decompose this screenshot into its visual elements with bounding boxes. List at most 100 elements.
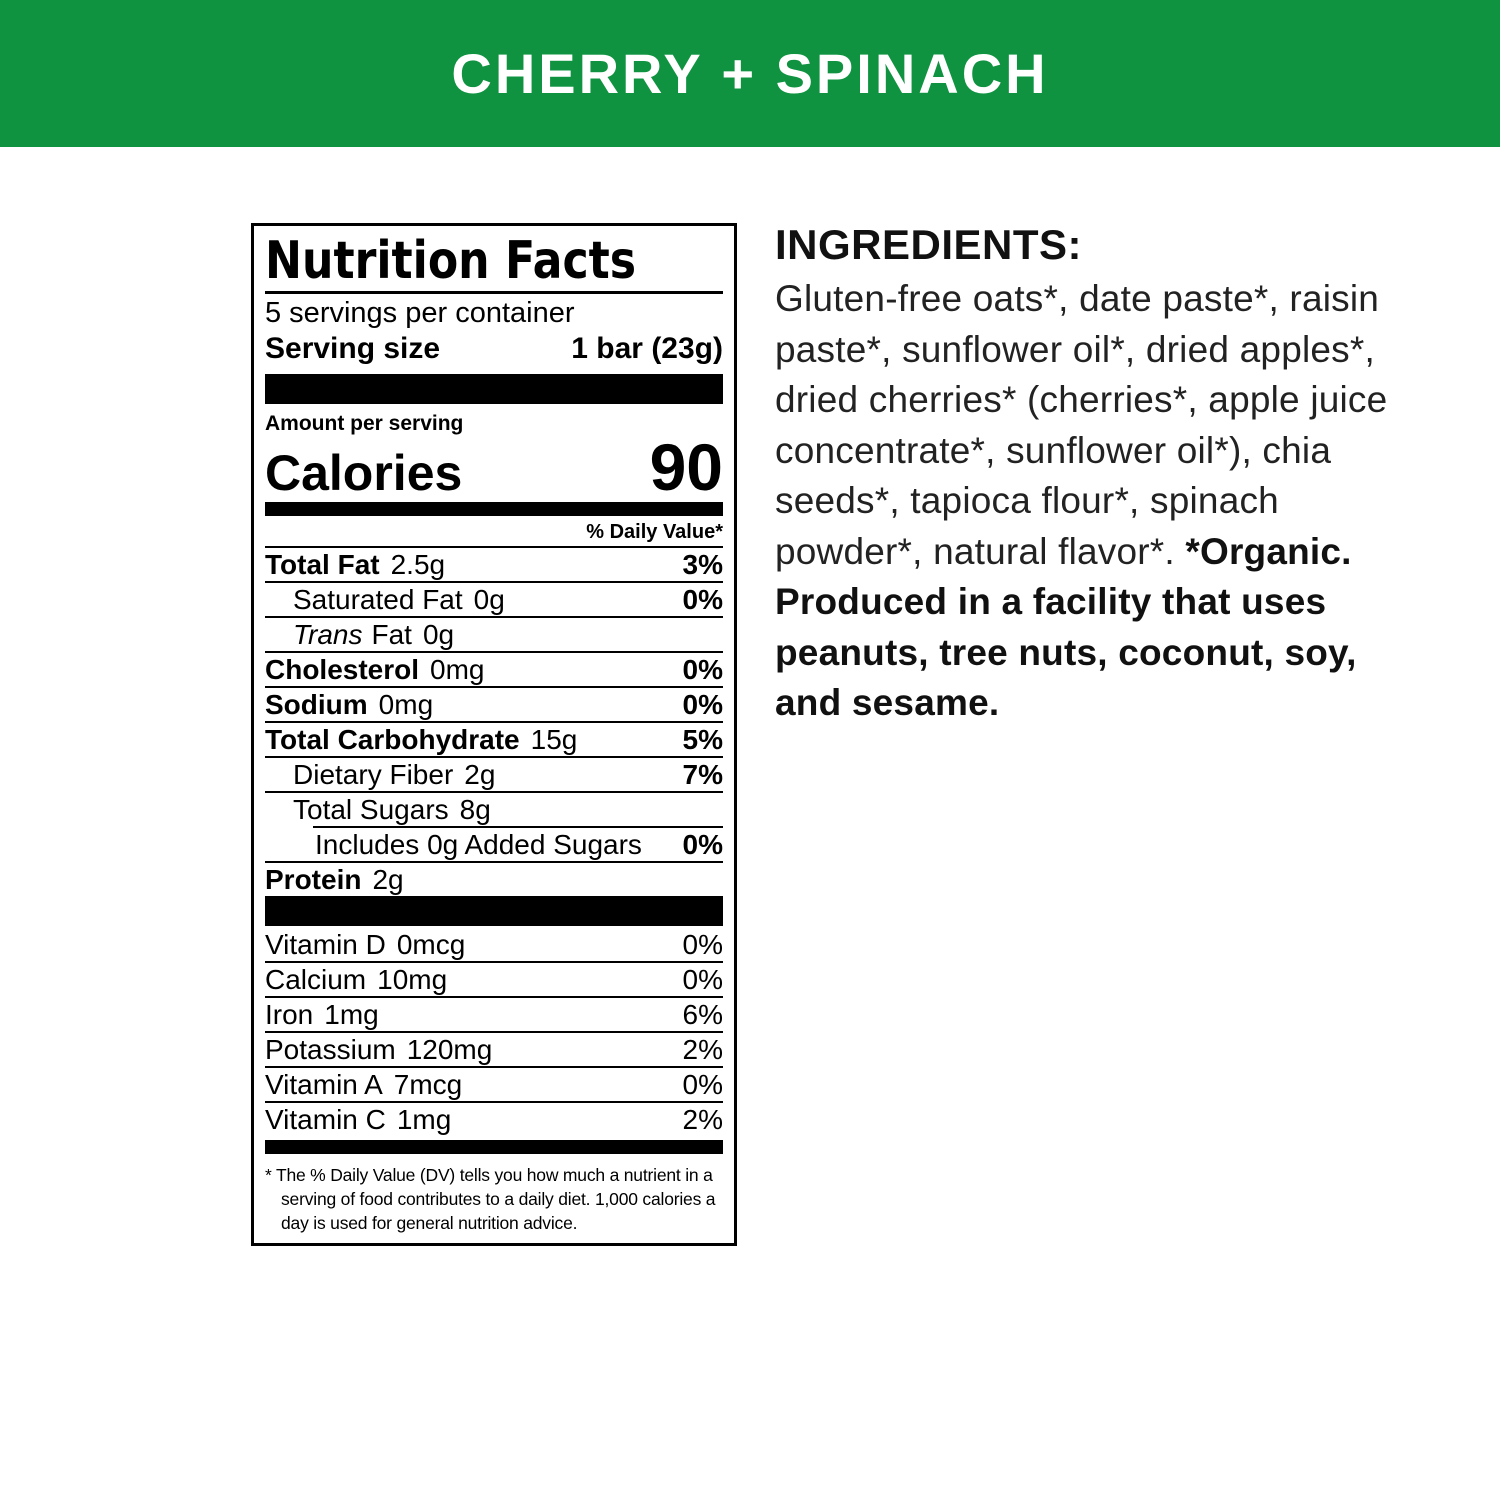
nutrient-amount: 0g xyxy=(422,618,455,650)
nutrient-row-cholesterol: Cholesterol 0mg 0% xyxy=(265,653,723,686)
nutrient-row-trans-fat: Trans Fat 0g xyxy=(265,618,723,651)
nutrient-name-italic: Trans xyxy=(293,618,363,650)
divider xyxy=(265,1101,723,1103)
nutrient-row-total-carbohydrate: Total Carbohydrate 15g 5% xyxy=(265,723,723,756)
nutrient-amount: 0g xyxy=(473,583,505,615)
nutrient-row-protein: Protein 2g xyxy=(265,863,723,896)
daily-value-footnote: * The % Daily Value (DV) tells you how m… xyxy=(265,1165,716,1233)
nutrient-name: Dietary Fiber xyxy=(293,758,454,790)
divider xyxy=(265,651,723,653)
nutrient-row-added-sugars: Includes 0g Added Sugars 0% xyxy=(265,828,723,861)
nutrient-name: Protein xyxy=(265,863,362,895)
vitamin-name: Vitamin C xyxy=(265,1103,386,1135)
divider xyxy=(265,861,723,863)
divider xyxy=(265,961,723,963)
serving-size-row: Serving size 1 bar (23g) xyxy=(265,330,723,368)
vitamin-amount: 1mg xyxy=(396,1103,452,1135)
medium-divider-bar xyxy=(265,1140,723,1154)
calories-value: 90 xyxy=(649,430,723,504)
nutrient-name: Total Carbohydrate xyxy=(265,723,520,755)
calories-row: Calories 90 xyxy=(265,430,723,504)
nutrient-amount: 0mg xyxy=(430,653,485,685)
ingredients-heading: INGREDIENTS: xyxy=(775,221,1083,268)
flavor-title: CHERRY + SPINACH xyxy=(451,42,1049,105)
nutrient-name: Total Sugars xyxy=(293,793,449,825)
vitamin-amount: 1mg xyxy=(324,998,379,1030)
nutrient-amount: 2g xyxy=(372,863,404,895)
daily-value-header: % Daily Value* xyxy=(586,521,723,543)
vitamin-name: Vitamin A xyxy=(265,1068,383,1100)
vitamin-row-vitamin-d: Vitamin D 0mcg 0% xyxy=(265,928,723,961)
nutrient-name: Cholesterol xyxy=(265,653,420,685)
vitamin-dv: 2% xyxy=(682,1033,723,1065)
nutrient-row-saturated-fat: Saturated Fat 0g 0% xyxy=(265,583,723,616)
vitamin-name: Vitamin D xyxy=(265,928,386,960)
divider xyxy=(265,1031,723,1033)
divider xyxy=(265,791,723,793)
nutrient-dv: 0% xyxy=(682,653,723,685)
vitamin-row-calcium: Calcium 10mg 0% xyxy=(265,963,723,996)
medium-divider-bar xyxy=(265,502,723,516)
divider xyxy=(265,581,723,583)
nutrient-name: Fat xyxy=(371,618,412,650)
ingredients-allergen-note: *Organic. Produced in a facility that us… xyxy=(775,530,1357,724)
divider xyxy=(265,546,723,548)
servings-per-container: 5 servings per container xyxy=(265,297,575,329)
vitamin-dv: 0% xyxy=(682,1068,723,1100)
indented-divider xyxy=(313,826,723,828)
amount-per-serving-label: Amount per serving xyxy=(265,412,464,435)
divider xyxy=(265,291,723,294)
serving-size-label: Serving size xyxy=(265,332,441,365)
nutrient-dv: 0% xyxy=(682,828,723,860)
nutrient-dv: 0% xyxy=(682,688,723,720)
nutrient-amount: 8g xyxy=(459,793,491,825)
nutrient-amount: 2.5g xyxy=(390,548,446,580)
vitamin-amount: 10mg xyxy=(377,963,448,995)
vitamin-row-potassium: Potassium 120mg 2% xyxy=(265,1033,723,1066)
divider xyxy=(265,686,723,688)
vitamin-dv: 0% xyxy=(682,963,723,995)
vitamin-row-iron: Iron 1mg 6% xyxy=(265,998,723,1031)
divider xyxy=(265,616,723,618)
thick-divider-bar xyxy=(265,374,723,404)
ingredients-panel: INGREDIENTS: Gluten-free oats*, date pas… xyxy=(775,218,1423,729)
vitamin-name: Calcium xyxy=(265,963,367,995)
vitamin-row-vitamin-c: Vitamin C 1mg 2% xyxy=(265,1103,723,1136)
divider xyxy=(265,756,723,758)
divider xyxy=(265,1066,723,1068)
nutrient-name: Sodium xyxy=(265,688,368,720)
nutrient-row-dietary-fiber: Dietary Fiber 2g 7% xyxy=(265,758,723,791)
nutrient-dv: 3% xyxy=(682,548,723,580)
vitamin-amount: 7mcg xyxy=(393,1068,463,1100)
nutrient-dv: 5% xyxy=(682,723,723,755)
ingredients-list: Gluten-free oats*, date paste*, raisin p… xyxy=(775,278,1388,572)
vitamin-dv: 6% xyxy=(682,998,723,1030)
vitamin-dv: 0% xyxy=(682,928,723,960)
nutrient-name: Saturated Fat xyxy=(293,583,463,615)
vitamin-name: Iron xyxy=(265,998,314,1030)
nutrient-name: Includes 0g Added Sugars xyxy=(315,828,642,860)
divider xyxy=(265,996,723,998)
nutrient-amount: 2g xyxy=(464,758,496,790)
nutrient-row-total-sugars: Total Sugars 8g xyxy=(265,793,723,826)
vitamin-amount: 120mg xyxy=(406,1033,493,1065)
flavor-banner: CHERRY + SPINACH xyxy=(0,0,1500,147)
ingredients-text: Gluten-free oats*, date paste*, raisin p… xyxy=(775,274,1423,729)
nutrient-dv: 0% xyxy=(682,583,723,615)
nutrient-name: Total Fat xyxy=(265,548,380,580)
vitamin-dv: 2% xyxy=(682,1103,723,1135)
nutrition-facts-title: Nutrition Facts xyxy=(265,231,637,291)
vitamin-name: Potassium xyxy=(265,1033,396,1065)
nutrition-facts-panel: Nutrition Facts 5 servings per container… xyxy=(251,223,737,1246)
serving-size-value: 1 bar (23g) xyxy=(571,332,723,365)
nutrient-row-sodium: Sodium 0mg 0% xyxy=(265,688,723,721)
nutrient-dv: 7% xyxy=(682,758,723,790)
nutrient-amount: 15g xyxy=(530,723,578,755)
divider xyxy=(265,721,723,723)
vitamin-row-vitamin-a: Vitamin A 7mcg 0% xyxy=(265,1068,723,1101)
nutrient-amount: 0mg xyxy=(378,688,434,720)
vitamin-amount: 0mcg xyxy=(396,928,466,960)
nutrient-row-total-fat: Total Fat 2.5g 3% xyxy=(265,548,723,581)
thick-divider-bar xyxy=(265,896,723,926)
